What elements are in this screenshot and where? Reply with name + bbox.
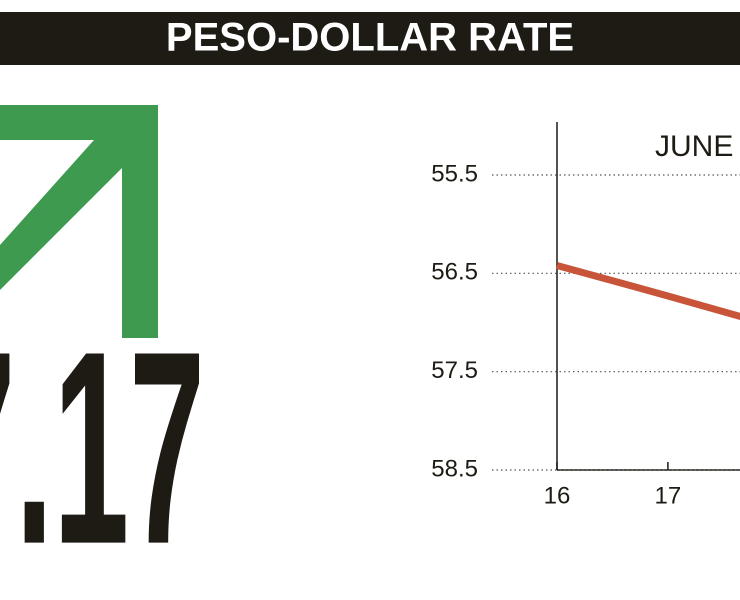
- x-tick-label: 17: [655, 482, 682, 509]
- y-tick-label: 55.5: [431, 160, 478, 187]
- title-bar: [0, 12, 740, 65]
- y-tick-label: 56.5: [431, 259, 478, 286]
- headline-value: 57.17: [0, 294, 205, 600]
- y-tick-label: 57.5: [431, 357, 478, 384]
- line: [556, 262, 740, 321]
- title: PESO-DOLLAR RATE: [166, 16, 574, 60]
- up-arrow: [0, 105, 158, 338]
- x-tick-label: 16: [544, 482, 571, 509]
- y-tick-label: 58.5: [431, 455, 478, 482]
- annotation: JUNE: [655, 130, 733, 163]
